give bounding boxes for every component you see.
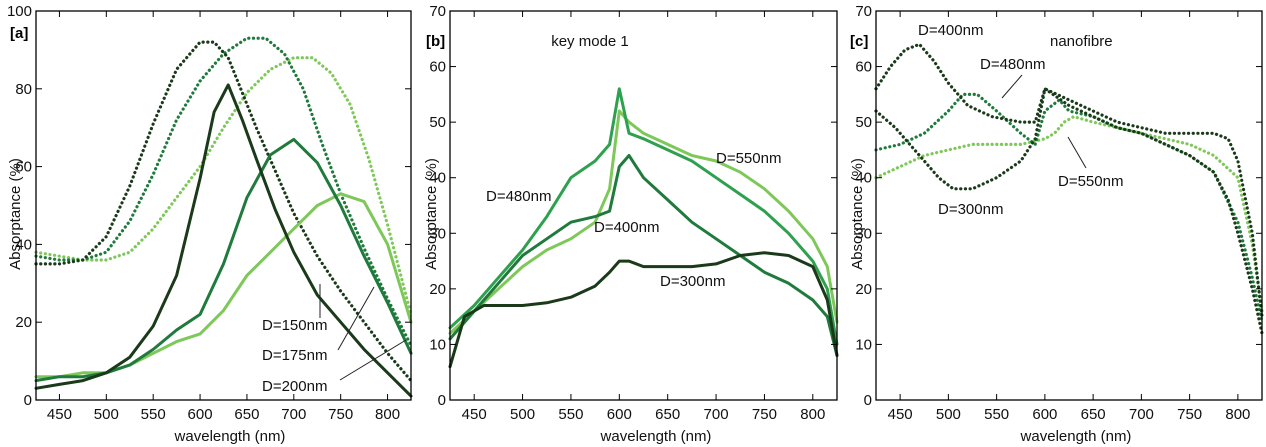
panel-b-xtick-label-700: 700 [704, 406, 729, 423]
panel-a-series-3-line [34, 40, 413, 383]
panel-b-xtick-label-600: 600 [607, 406, 632, 423]
panel-b-ytick-label-50: 50 [429, 114, 446, 131]
panel-a-xtick-label-500: 500 [94, 406, 119, 423]
panel-c-plot-frame [875, 10, 1263, 401]
panel-c-ytick-label-30: 30 [855, 225, 872, 242]
panel-b-ytick-label-10: 10 [429, 336, 446, 353]
panel-b-xtick-label-550: 550 [558, 406, 583, 423]
panel-a-ylabel: Absorptance (%) [7, 158, 24, 270]
panel-a-xtick-label-650: 650 [234, 406, 259, 423]
panel-b-xtick-label-650: 650 [655, 406, 680, 423]
panel-b-ylabel: Absorptance (%) [423, 158, 440, 270]
panel-c-ytick-label-0: 0 [864, 392, 872, 409]
panel-a-series-4-line [34, 36, 413, 348]
panel-b-annotation-d480: D=480nm [486, 188, 551, 205]
panel-a-xtick-label-550: 550 [141, 406, 166, 423]
panel-c-xtick-label-450: 450 [888, 406, 913, 423]
panel-a-series-2-line [34, 192, 413, 379]
panel-b-series-3-line [448, 109, 839, 335]
panel-a-arrow-d175 [337, 286, 375, 351]
panel-b-ytick-label-20: 20 [429, 281, 446, 298]
panel-b-series-1-line [448, 154, 839, 357]
panel-c-series-3-line [874, 114, 1264, 313]
panel-c-ylabel: Absorptance (%) [849, 158, 866, 270]
panel-b: [b] key mode 1 Absorptance (%) wavelengt… [423, 3, 839, 445]
panel-c-xtick-label-800: 800 [1225, 406, 1250, 423]
panel-c-ytick-label-40: 40 [855, 170, 872, 187]
panel-c: [c] nanofibre Absorptance (%) wavelength… [849, 3, 1264, 445]
panel-a: [a] Absorptance (%) wavelength (nm) D=15… [7, 3, 413, 445]
panel-a-ytick-label-0: 0 [24, 392, 32, 409]
panel-a-ytick-label-20: 20 [15, 314, 32, 331]
panel-c-ytick-label-60: 60 [855, 59, 872, 76]
panel-a-ytick-label-60: 60 [15, 159, 32, 176]
panel-b-series-2-line [448, 87, 839, 346]
panel-c-series-0-line [874, 42, 1264, 319]
panel-c-ytick-label-70: 70 [855, 3, 872, 20]
panel-c-xtick-label-550: 550 [984, 406, 1009, 423]
panel-c-annotation-d400: D=400nm [918, 22, 983, 39]
panel-b-ytick-label-40: 40 [429, 170, 446, 187]
panel-a-xtick-label-700: 700 [281, 406, 306, 423]
panel-b-ytick-label-60: 60 [429, 59, 446, 76]
panel-c-ytick-label-20: 20 [855, 281, 872, 298]
panel-c-xlabel: wavelength (nm) [1020, 428, 1132, 445]
panel-c-ytick-label-50: 50 [855, 114, 872, 131]
panel-a-annotation-d175: D=175nm [262, 347, 327, 364]
panel-a-plot-frame [35, 10, 412, 401]
panel-a-xtick-label-600: 600 [188, 406, 213, 423]
panel-c-xtick-label-650: 650 [1081, 406, 1106, 423]
panel-c-arrow-d480 [1001, 74, 1023, 99]
panel-c-title: nanofibre [1050, 33, 1113, 50]
panel-b-xtick-label-800: 800 [800, 406, 825, 423]
panel-a-annotation-d150: D=150nm [262, 317, 327, 334]
panel-b-tag: [b] [426, 33, 445, 50]
panel-a-ytick-label-40: 40 [15, 236, 32, 253]
panel-c-xtick-label-750: 750 [1177, 406, 1202, 423]
panel-c-arrow-d550 [1067, 136, 1087, 169]
panel-b-xtick-label-500: 500 [510, 406, 535, 423]
panel-a-arrow-d200 [339, 339, 407, 381]
panel-c-annotation-d550: D=550nm [1058, 173, 1123, 190]
panel-b-title: key mode 1 [551, 33, 629, 50]
panel-a-xtick-label-750: 750 [328, 406, 353, 423]
panel-c-xtick-label-600: 600 [1032, 406, 1057, 423]
panel-c-ytick-label-10: 10 [855, 336, 872, 353]
panel-a-ytick-label-100: 100 [7, 3, 32, 20]
panel-a-xlabel: wavelength (nm) [174, 428, 286, 445]
panel-a-series-5-line [34, 56, 413, 316]
panel-c-xtick-label-500: 500 [936, 406, 961, 423]
panel-b-xtick-label-450: 450 [462, 406, 487, 423]
panel-b-ytick-label-0: 0 [438, 392, 446, 409]
panel-a-annotation-d200: D=200nm [262, 378, 327, 395]
panel-a-xtick-label-800: 800 [375, 406, 400, 423]
panel-b-xlabel: wavelength (nm) [600, 428, 712, 445]
panel-a-ytick-label-80: 80 [15, 81, 32, 98]
panel-c-series-1-line [874, 87, 1264, 335]
panel-a-series-0-line [34, 83, 413, 398]
panel-c-xtick-label-700: 700 [1129, 406, 1154, 423]
panel-c-annotation-d480: D=480nm [980, 56, 1045, 73]
panel-c-tag: [c] [850, 33, 868, 50]
panel-c-series-2-line [874, 92, 1264, 324]
panel-b-ytick-label-70: 70 [429, 3, 446, 20]
panel-c-annotation-d300: D=300nm [938, 201, 1003, 218]
panel-b-annotation-d550: D=550nm [716, 150, 781, 167]
panel-a-tag: [a] [10, 25, 28, 42]
panel-b-series-0-line [448, 251, 839, 369]
panel-b-annotation-d400: D=400nm [594, 219, 659, 236]
panel-b-ytick-label-30: 30 [429, 225, 446, 242]
panel-b-annotation-d300: D=300nm [660, 273, 725, 290]
panel-a-xtick-label-450: 450 [47, 406, 72, 423]
panel-b-xtick-label-750: 750 [752, 406, 777, 423]
panel-b-plot-frame [449, 10, 838, 401]
